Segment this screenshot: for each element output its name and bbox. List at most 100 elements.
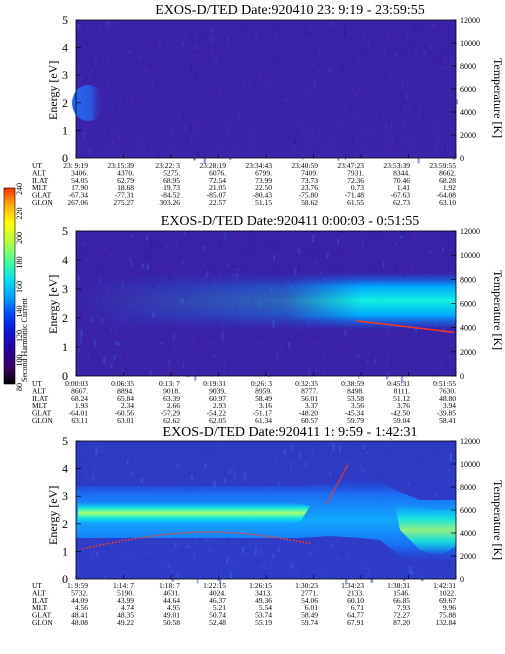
heatmap-speckle [417,72,420,77]
heatmap-speckle [443,151,445,156]
heatmap-speckle [412,267,414,273]
heatmap-speckle [214,34,217,37]
heatmap-speckle [412,442,416,448]
heatmap-speckle [434,109,436,114]
orbit-cell: 0:45:31 [387,379,410,388]
heatmap-speckle [414,49,417,53]
temperature-point [409,326,411,328]
heatmap-speckle [324,127,327,135]
temperature-point [95,545,98,547]
temperature-point [421,327,424,330]
heatmap-speckle [436,142,439,149]
orbit-cell: 43.99 [117,596,134,605]
heatmap-speckle [130,471,134,476]
heatmap-speckle [327,67,330,73]
heatmap-speckle [329,470,331,477]
heatmap-speckle [414,103,417,111]
heatmap-speckle [171,578,175,582]
temperature-point [394,324,397,327]
panel-2-temperature-trace [356,320,454,334]
orbit-cell: 56.01 [301,394,318,403]
heatmap-speckle [243,472,247,481]
heatmap-speckle [393,92,395,97]
heatmap-speckle [107,55,110,62]
heatmap-speckle [413,145,415,150]
temperature-point [121,540,124,542]
orbit-cell: -51.17 [253,409,273,418]
temperature-point [218,531,221,534]
heatmap-speckle [383,261,385,269]
orbit-cell: 267.06 [67,198,88,207]
panel-1-heatmap-texture [76,20,459,164]
heatmap-speckle [109,363,113,368]
heatmap-speckle [209,36,212,41]
orbit-cell: 23:53:39 [383,161,410,170]
orbit-cell: 8662. [439,168,456,177]
temperature-point [375,322,378,325]
orbit-cell: 1:14: 7 [113,581,134,590]
orbit-cell: 23:34:43 [245,161,272,170]
heatmap-speckle [186,545,190,549]
colorbar-label: Second Harmonic Current [20,297,29,382]
heatmap-speckle [378,63,381,70]
heatmap-speckle [313,560,316,569]
orbit-cell: 5275. [163,168,180,177]
temperature-point [381,323,384,325]
heatmap-speckle [152,78,155,87]
temperature-point [202,531,205,533]
orbit-cell: 51.12 [393,394,410,403]
orbit-cell: 70.46 [393,176,410,185]
temperature-point [279,537,282,540]
temperature-point [341,473,344,475]
heatmap-speckle [168,359,170,366]
heatmap-speckle [355,33,359,36]
orbit-cell: 17.90 [71,183,88,192]
orbit-cell: 22.57 [209,198,226,207]
orbit-cell: 48.80 [439,394,456,403]
orbit-cell: 48.08 [71,618,88,627]
temperature-point [224,531,227,534]
orbit-cell: 75.88 [439,611,456,620]
heatmap-speckle [169,575,171,579]
y2-tick-label: 0 [460,372,464,381]
heatmap-speckle [181,40,184,46]
temperature-point [205,531,208,533]
heatmap-speckle [298,451,301,459]
heatmap-speckle [298,333,301,337]
colorbar-tick-label: 180 [15,257,24,269]
temperature-point [418,327,421,330]
heatmap-speckle [190,242,193,247]
heatmap-speckle [79,336,82,343]
heatmap-speckle [403,118,406,124]
heatmap-speckle [312,551,314,556]
orbit-cell: 50.74 [209,611,226,620]
heatmap-speckle [348,461,350,464]
heatmap-speckle [148,44,150,48]
orbit-cell: 132.84 [435,618,456,627]
heatmap-speckle [190,474,194,480]
heatmap-speckle [415,148,418,152]
heatmap-speckle [392,123,395,129]
heatmap-speckle [203,269,206,272]
heatmap-speckle [412,469,416,473]
heatmap-speckle [447,479,450,482]
heatmap-speckle [118,472,121,477]
heatmap-speckle [125,555,129,561]
heatmap-speckle [399,104,402,111]
orbit-cell: 68.28 [439,176,456,185]
heatmap-speckle [407,78,409,82]
temperature-point [308,542,311,545]
orbit-cell: 6.01 [305,603,318,612]
heatmap-speckle [374,478,377,481]
heatmap-speckle [114,341,118,345]
orbit-cell: 23:47:23 [337,161,364,170]
temperature-point [405,325,408,328]
heatmap-speckle [178,154,181,159]
heatmap-speckle [439,480,441,483]
heatmap-speckle [357,354,359,358]
heatmap-speckle [112,25,115,29]
heatmap-speckle [195,538,198,546]
orbit-cell: 67.91 [347,618,364,627]
heatmap-speckle [439,138,441,145]
heatmap-speckle [400,235,403,239]
